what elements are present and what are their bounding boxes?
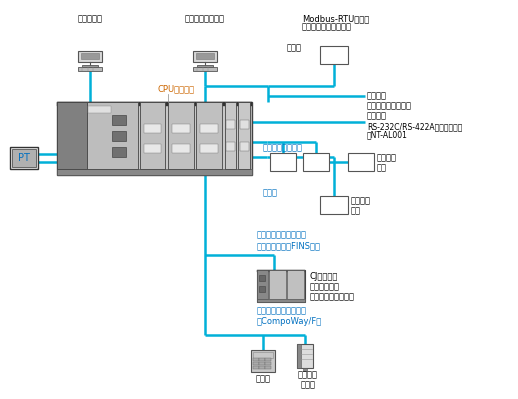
Bar bbox=[240, 142, 249, 151]
Bar bbox=[265, 366, 271, 369]
Bar bbox=[253, 358, 258, 361]
Bar bbox=[81, 53, 99, 59]
Bar bbox=[57, 102, 252, 175]
Bar bbox=[225, 102, 236, 169]
Bar bbox=[57, 169, 252, 175]
Text: 周辺ツール: 周辺ツール bbox=[78, 14, 103, 23]
Text: RS-232C/RS-422A変換ユニット: RS-232C/RS-422A変換ユニット bbox=[367, 122, 463, 131]
Bar bbox=[172, 124, 190, 132]
Text: CJシリーズ
コントローラ
（上位リンク子局）: CJシリーズ コントローラ （上位リンク子局） bbox=[310, 272, 355, 302]
Bar bbox=[197, 65, 213, 67]
Bar bbox=[257, 270, 305, 272]
Bar bbox=[265, 362, 271, 365]
Bar bbox=[140, 102, 165, 169]
Text: プロトコルマクロ: プロトコルマクロ bbox=[263, 143, 303, 152]
Bar bbox=[168, 102, 194, 169]
Text: 形NT-AL001: 形NT-AL001 bbox=[367, 130, 408, 139]
Bar bbox=[253, 366, 258, 369]
Text: スマート
センサ: スマート センサ bbox=[298, 370, 318, 389]
Bar bbox=[303, 153, 329, 171]
Bar bbox=[251, 350, 275, 372]
Bar bbox=[253, 362, 258, 365]
Text: 温調器: 温調器 bbox=[255, 374, 270, 383]
Text: Modbus-RTUマスタ: Modbus-RTUマスタ bbox=[302, 14, 369, 23]
Bar bbox=[82, 65, 98, 67]
Text: シリアルゲートウェイ
（上位リンク（FINS））: シリアルゲートウェイ （上位リンク（FINS）） bbox=[257, 231, 321, 250]
Bar bbox=[320, 46, 348, 64]
Bar bbox=[259, 286, 265, 292]
Bar bbox=[57, 102, 252, 107]
Text: 汎用外部
機器: 汎用外部 機器 bbox=[377, 153, 397, 172]
Text: 汎用外部
機器: 汎用外部 機器 bbox=[351, 196, 371, 215]
Bar bbox=[226, 142, 235, 151]
Text: 上位パソコンなど: 上位パソコンなど bbox=[185, 14, 225, 23]
Bar bbox=[297, 344, 313, 368]
Bar bbox=[144, 144, 161, 153]
Bar bbox=[111, 147, 126, 158]
Bar bbox=[111, 115, 126, 125]
Bar bbox=[196, 53, 214, 59]
Text: PT: PT bbox=[18, 153, 30, 163]
Bar bbox=[200, 144, 218, 153]
Bar bbox=[259, 358, 265, 361]
Bar bbox=[193, 51, 217, 62]
Bar bbox=[303, 368, 307, 371]
Bar bbox=[238, 102, 250, 169]
Bar bbox=[257, 270, 305, 302]
Bar bbox=[270, 153, 296, 171]
Bar bbox=[348, 153, 374, 171]
Bar bbox=[287, 270, 304, 299]
Bar bbox=[200, 124, 218, 132]
Bar bbox=[111, 131, 126, 141]
Text: または: または bbox=[287, 43, 302, 52]
Bar bbox=[12, 149, 36, 167]
Bar bbox=[172, 144, 190, 153]
Bar bbox=[78, 51, 102, 62]
Bar bbox=[257, 270, 268, 299]
Bar bbox=[259, 275, 265, 281]
Bar bbox=[194, 67, 217, 71]
Bar bbox=[10, 147, 38, 169]
Bar bbox=[297, 344, 300, 368]
Bar bbox=[87, 102, 138, 169]
Bar bbox=[79, 67, 102, 71]
Text: シリアルゲートウェイ
（CompoWay/F）: シリアルゲートウェイ （CompoWay/F） bbox=[257, 306, 322, 326]
Bar bbox=[88, 106, 111, 113]
Bar bbox=[226, 120, 235, 129]
Text: シリアル
コミュニケーション
ユニット: シリアル コミュニケーション ユニット bbox=[367, 91, 412, 121]
Bar bbox=[259, 366, 265, 369]
Text: （上位パソコンなど）: （上位パソコンなど） bbox=[302, 22, 352, 31]
Bar bbox=[144, 124, 161, 132]
Text: CPUユニット: CPUユニット bbox=[157, 84, 194, 93]
Bar bbox=[57, 102, 87, 169]
Bar bbox=[269, 270, 286, 299]
Bar bbox=[257, 299, 305, 302]
Bar bbox=[259, 362, 265, 365]
Bar bbox=[320, 196, 348, 214]
Bar bbox=[240, 120, 249, 129]
Bar bbox=[196, 102, 222, 169]
Bar bbox=[265, 358, 271, 361]
Text: 無手順: 無手順 bbox=[263, 188, 278, 197]
Bar bbox=[253, 352, 273, 358]
